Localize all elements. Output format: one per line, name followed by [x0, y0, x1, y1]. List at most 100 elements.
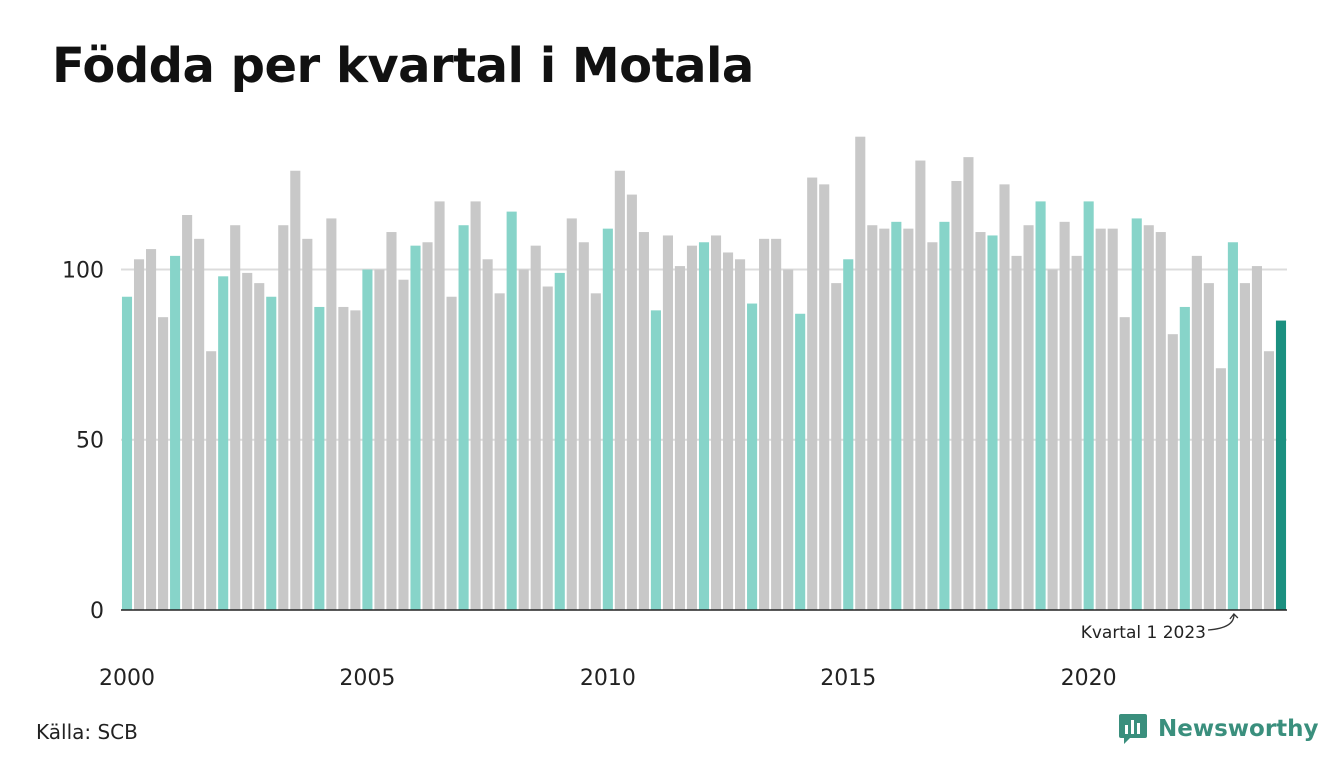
bar [362, 269, 373, 610]
bar [674, 266, 686, 610]
bar [590, 293, 601, 610]
bar [867, 225, 878, 611]
bar [1263, 351, 1275, 610]
bar [242, 272, 253, 610]
bar [434, 201, 445, 610]
bar [771, 238, 782, 610]
bar [326, 218, 337, 611]
bar [915, 160, 926, 611]
bar [530, 245, 541, 610]
bar [747, 303, 758, 610]
bar [1071, 255, 1082, 610]
x-tick-labels: 2000 2005 2010 2015 2020 [99, 666, 1117, 691]
bar [446, 296, 457, 610]
bar [638, 232, 649, 611]
bar [518, 269, 529, 610]
bar [422, 242, 433, 610]
bar [951, 180, 962, 610]
bar [1251, 266, 1262, 610]
bar [374, 269, 385, 610]
bar [1143, 225, 1154, 611]
bar [338, 306, 349, 610]
bar [1239, 283, 1250, 610]
brand: Newsworthy [1118, 712, 1319, 746]
bar [927, 242, 938, 610]
bar [494, 293, 505, 610]
bar [554, 272, 565, 610]
chart-title: Födda per kvartal i Motala [52, 38, 754, 94]
annotation-label: Kvartal 1 2023 [1081, 623, 1206, 643]
bars [121, 136, 1287, 611]
bar [759, 238, 770, 610]
bar [206, 351, 217, 610]
bar [735, 259, 746, 610]
bar [807, 177, 818, 610]
y-tick-label: 50 [76, 429, 104, 454]
bar [266, 296, 277, 610]
bar [410, 245, 421, 610]
bar [230, 225, 241, 611]
bar [891, 221, 902, 610]
bar [542, 286, 553, 610]
annotation-arrow [1207, 613, 1239, 631]
bar [578, 242, 589, 610]
bar [158, 317, 169, 610]
bar [1119, 317, 1130, 610]
bar [194, 238, 205, 610]
bar [614, 170, 625, 610]
newsworthy-logo-icon [1119, 714, 1147, 744]
bar [1167, 334, 1178, 610]
bar [146, 249, 157, 610]
bar [602, 228, 613, 610]
bar [1035, 201, 1046, 610]
bar [831, 283, 842, 610]
bar [903, 228, 914, 610]
bar [278, 225, 289, 611]
bar [314, 306, 325, 610]
bar [1083, 201, 1094, 610]
bar [254, 283, 265, 610]
bar [566, 218, 577, 611]
bar [963, 157, 974, 610]
bar [662, 235, 673, 610]
bar [218, 276, 229, 610]
bar [710, 235, 722, 610]
bar [879, 228, 890, 610]
bar [290, 170, 301, 610]
bar [1179, 306, 1190, 610]
bar [698, 242, 710, 610]
bar [1155, 232, 1166, 611]
brand-name: Newsworthy [1158, 716, 1319, 742]
bar [470, 201, 481, 610]
bar [386, 232, 397, 611]
bar [939, 221, 950, 610]
bar [1131, 218, 1142, 611]
bar [1047, 269, 1058, 610]
bar [999, 184, 1010, 610]
x-tick-label: 2010 [580, 666, 636, 691]
y-tick-labels: 0 50 100 [62, 258, 104, 624]
source-note: Källa: SCB [36, 720, 138, 744]
x-tick-label: 2000 [99, 666, 155, 691]
bar [686, 245, 698, 610]
x-tick-label: 2005 [339, 666, 395, 691]
bar [506, 211, 517, 611]
bar [1107, 228, 1118, 610]
bar [795, 313, 806, 610]
x-tick-label: 2015 [820, 666, 876, 691]
bar [1023, 225, 1034, 611]
bar [133, 259, 145, 610]
bar [819, 184, 830, 610]
bar [1275, 320, 1287, 610]
bar [170, 255, 181, 610]
bar [1215, 368, 1226, 610]
bar [1011, 255, 1022, 610]
bar [121, 296, 133, 610]
bar [987, 235, 998, 610]
x-tick-label: 2020 [1061, 666, 1117, 691]
bar [302, 238, 313, 610]
bar [1095, 228, 1106, 610]
bar [350, 310, 361, 610]
bar [783, 269, 794, 610]
bar [1227, 242, 1238, 610]
